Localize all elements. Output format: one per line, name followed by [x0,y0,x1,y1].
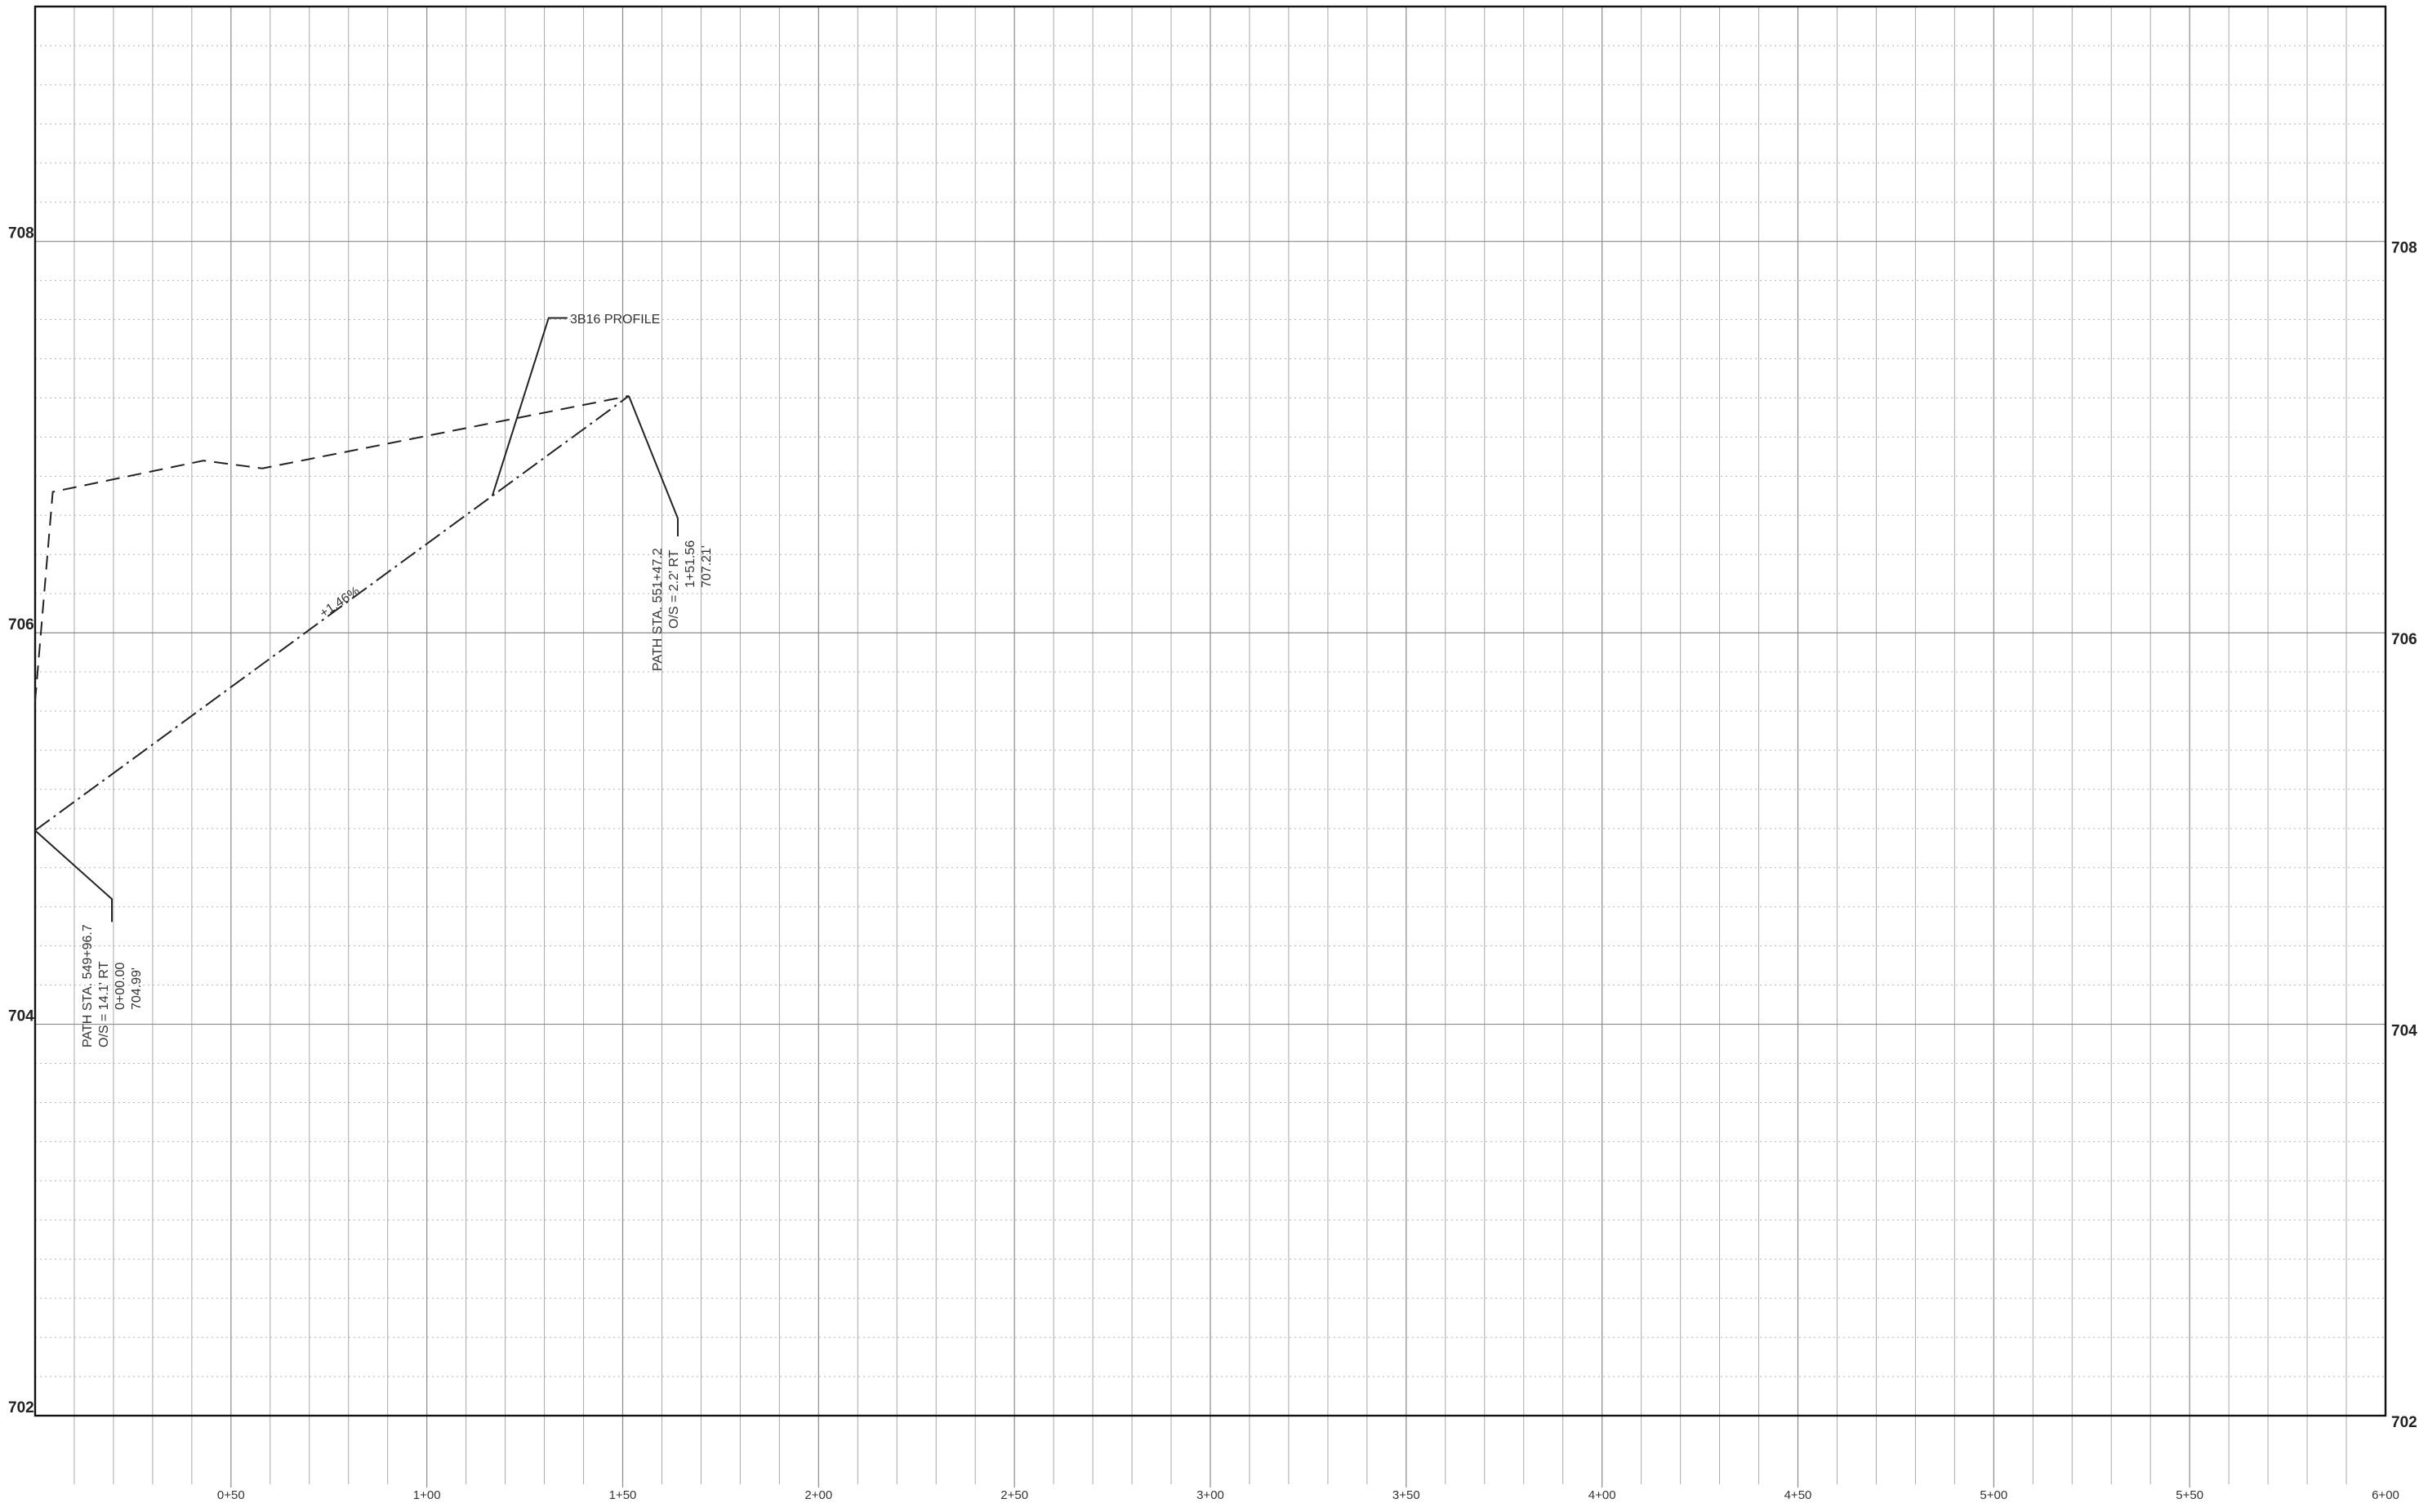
station-label: 5+50 [2176,1488,2203,1502]
grade-label: +1.46% [318,585,363,621]
end-point-leader [628,395,679,537]
station-label: 2+50 [1000,1488,1028,1502]
plot-frame [33,5,2387,1417]
end-station: 1+51.56 [684,540,697,588]
elevation-label-right: 708 [2391,240,2417,257]
elevation-label-right: 706 [2391,631,2417,648]
end-path-station: PATH STA. 551+47.2 [651,548,665,671]
start-point-label: PATH STA. 549+96.7 O/S = 14.1' RT 0+00.0… [81,924,144,1047]
station-label: 6+00 [2372,1488,2399,1502]
end-offset: O/S = 2.2' RT [667,549,681,629]
elevation-label-left: 708 [8,225,34,242]
station-label: 4+50 [1784,1488,1812,1502]
start-elevation: 704.99' [130,967,144,1010]
station-label: 3+00 [1196,1488,1224,1502]
elevation-label-left: 702 [8,1399,34,1416]
axis-labels: 702 702 704 704 706 706 708 708 0+50 1+00 1+50 2+00… [8,225,2417,1502]
station-label: 5+00 [1980,1488,2007,1502]
elevation-label-left: 706 [8,616,34,634]
end-point-label: PATH STA. 551+47.2 O/S = 2.2' RT 1+51.56… [651,540,714,671]
grid [35,7,2386,1488]
elevation-label-left: 704 [8,1008,34,1025]
station-label: 1+00 [413,1488,441,1502]
elevation-label-right: 704 [2391,1023,2417,1040]
elevation-label-right: 702 [2391,1414,2417,1431]
station-label: 0+50 [217,1488,245,1502]
start-path-station: PATH STA. 549+96.7 [81,924,95,1047]
station-label: 3+50 [1392,1488,1420,1502]
series-layer [34,395,630,832]
start-station: 0+00.00 [114,963,127,1010]
profile-callout-leader [491,317,568,496]
station-label: 1+50 [609,1488,637,1502]
leader-layer [34,317,679,923]
profile-line-3b16 [34,395,630,832]
station-label: 2+00 [804,1488,832,1502]
existing-ground-line [34,395,630,702]
start-point-leader [34,829,113,923]
end-elevation: 707.21' [700,545,714,588]
start-offset: O/S = 14.1' RT [97,961,111,1047]
station-label: 4+00 [1588,1488,1616,1502]
profile-callout-label: 3B16 PROFILE [570,313,660,327]
